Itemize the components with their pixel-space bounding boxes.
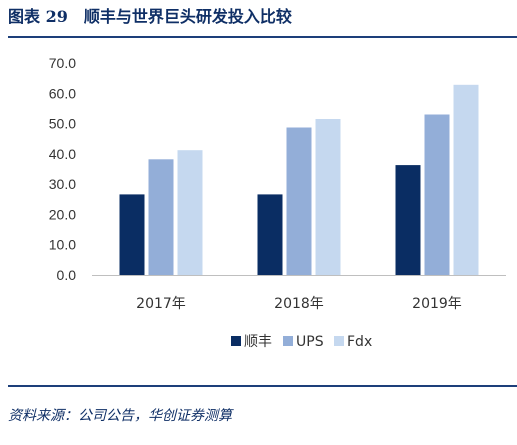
y-tick-label: 70.0	[49, 55, 76, 71]
x-category-label: 2019年	[412, 296, 462, 312]
bar-1-2	[257, 194, 283, 275]
bar-1-1	[119, 194, 145, 275]
top-rule	[8, 36, 517, 38]
y-tick-label: 20.0	[49, 206, 76, 222]
bar-3-3	[453, 84, 479, 275]
bar-3-2	[315, 119, 341, 275]
y-tick-label: 10.0	[49, 237, 76, 253]
bar-chart: 0.010.020.030.040.050.060.070.0 2017年 201…	[49, 55, 506, 350]
legend-swatch-2	[283, 336, 293, 346]
y-tick-label: 40.0	[49, 146, 76, 162]
y-tick-label: 50.0	[49, 116, 76, 132]
y-tick-label: 0.0	[57, 267, 77, 283]
x-category-label: 2017年	[136, 296, 186, 312]
legend-label-1: 顺丰	[244, 334, 272, 350]
legend-label-2: UPS	[296, 334, 324, 350]
legend-label-3: Fdx	[347, 334, 372, 350]
legend-swatch-1	[231, 336, 241, 346]
source-note: 资料来源：公司公告，华创证券测算	[8, 408, 232, 424]
bar-3-1	[177, 150, 203, 275]
x-axis-category-labels: 2017年 2018年 2019年	[136, 296, 462, 312]
bar-2-1	[148, 159, 174, 275]
x-category-label: 2018年	[274, 296, 324, 312]
y-tick-label: 60.0	[49, 85, 76, 101]
y-tick-label: 30.0	[49, 176, 76, 192]
bar-1-3	[395, 165, 421, 275]
figure-title: 图表 29 顺丰与世界巨头研发投入比较	[8, 7, 292, 26]
bar-2-3	[424, 114, 450, 275]
legend: 顺丰 UPS Fdx	[231, 334, 372, 350]
bottom-rule	[8, 385, 517, 387]
legend-swatch-3	[334, 336, 344, 346]
bar-group	[119, 84, 479, 275]
y-axis-tick-labels: 0.0 10.0 20.0 30.0 40.0 50.0 60.0 70.0	[49, 55, 76, 283]
bar-2-2	[286, 127, 312, 275]
